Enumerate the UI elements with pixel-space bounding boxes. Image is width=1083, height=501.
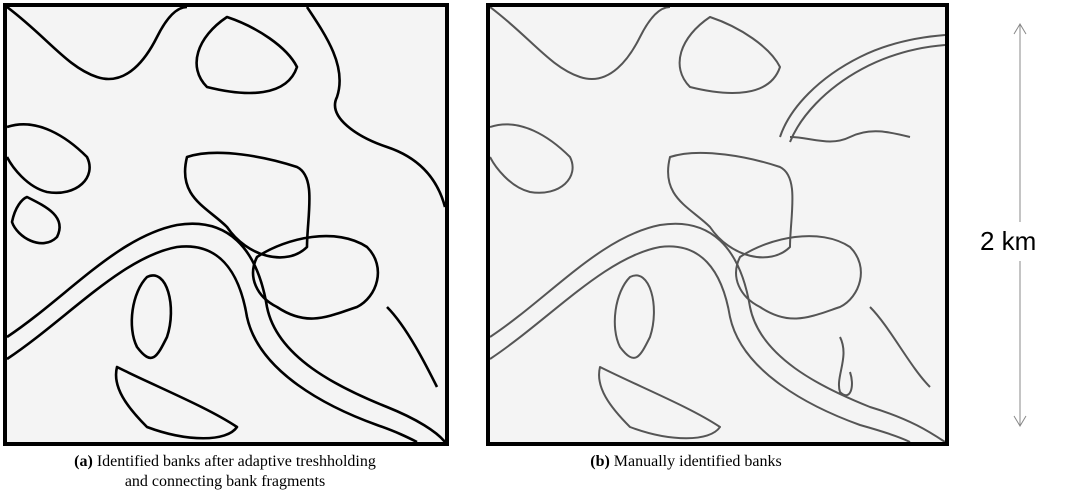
caption-a-text: Identified banks after adaptive treshhol… — [97, 453, 376, 490]
caption-b: (b) Manually identified banks — [486, 452, 886, 472]
bank-map-a — [7, 7, 445, 442]
caption-b-label: (b) — [590, 453, 610, 470]
scale-label: 2 km — [978, 222, 1038, 261]
caption-a: (a) Identified banks after adaptive tres… — [65, 452, 385, 492]
caption-b-text: Manually identified banks — [614, 453, 782, 470]
panel-b-image — [486, 3, 949, 446]
bank-map-b — [490, 7, 945, 442]
panel-a-image — [3, 3, 449, 446]
caption-a-label: (a) — [74, 453, 93, 470]
figure: (a) Identified banks after adaptive tres… — [0, 0, 1083, 501]
